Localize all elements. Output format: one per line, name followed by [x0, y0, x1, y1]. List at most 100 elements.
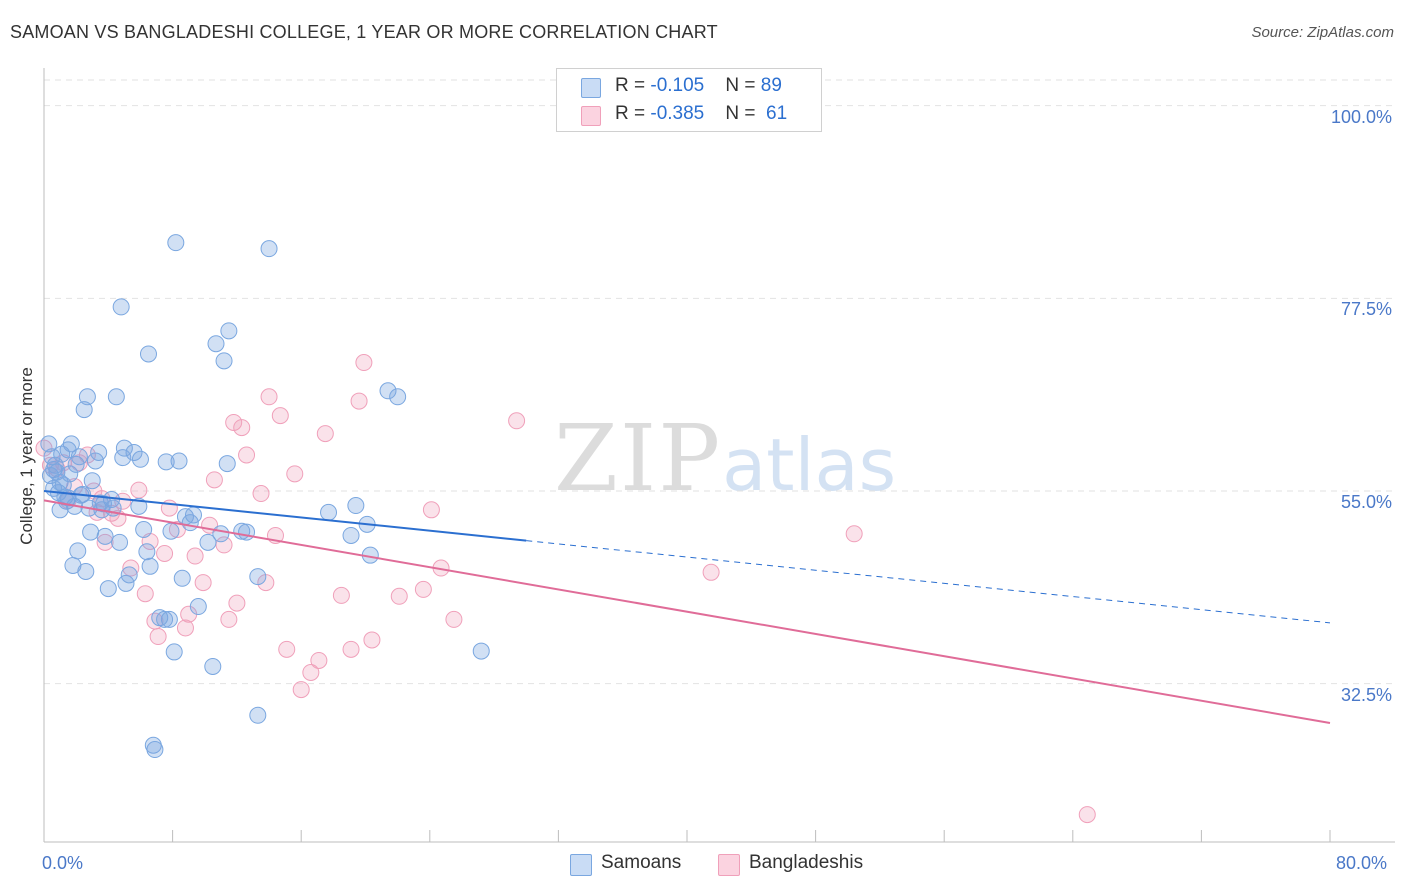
samoan-point	[75, 401, 93, 419]
samoan-point	[111, 533, 129, 551]
bangladeshi-point	[508, 412, 526, 430]
bangladeshi-point	[445, 610, 463, 628]
bangladeshi-point	[350, 392, 368, 410]
samoan-point	[61, 465, 79, 483]
bangladeshi-point	[292, 681, 310, 699]
samoan-point	[342, 526, 360, 544]
grid-lines	[44, 79, 1395, 685]
y-tick-label: 55.0%	[1340, 491, 1392, 512]
samoan-point	[115, 439, 133, 457]
bangladeshi-point	[238, 446, 256, 464]
stats-row-bangladeshis: R = -0.385 N = 61	[557, 101, 821, 129]
bangladeshi-point	[149, 628, 167, 646]
bangladeshi-point	[233, 419, 251, 437]
samoan-point	[139, 345, 157, 363]
samoan-point	[320, 503, 338, 521]
stats-row-samoans: R = -0.105 N = 89	[557, 73, 821, 101]
bangladeshi-points	[35, 354, 1096, 824]
bangladeshi-point	[278, 640, 296, 658]
samoan-point	[220, 322, 238, 340]
samoan-point	[260, 240, 278, 258]
samoan-point	[184, 506, 202, 524]
chart-title: SAMOAN VS BANGLADESHI COLLEGE, 1 YEAR OR…	[10, 22, 718, 42]
bangladeshi-point	[122, 559, 140, 577]
samoan-point	[160, 610, 178, 628]
samoans-swatch	[581, 78, 601, 98]
samoan-point	[389, 388, 407, 406]
samoan-point	[135, 520, 153, 538]
samoan-point	[146, 741, 164, 759]
bangladeshi-point	[271, 407, 289, 425]
bangladeshi-point	[310, 651, 328, 669]
watermark: ZIPatlas	[554, 405, 896, 512]
samoan-point	[112, 298, 130, 316]
bangladeshi-point	[286, 465, 304, 483]
bangladeshi-point	[130, 481, 148, 499]
bangladeshi-point	[136, 585, 154, 603]
samoan-point	[379, 382, 397, 400]
bangladeshi-point	[355, 354, 373, 372]
bangladeshi-point	[252, 485, 270, 503]
bangladeshi-point	[363, 631, 381, 649]
samoan-point	[162, 522, 180, 540]
bangladeshis-swatch	[581, 106, 601, 126]
bangladeshis-n-value: 61	[760, 103, 788, 124]
x-tick-label-min: 0.0%	[42, 853, 84, 873]
samoan-point	[107, 388, 125, 406]
samoans-n-value: 89	[760, 75, 782, 96]
bangladeshi-point	[176, 619, 194, 637]
bangladeshi-point	[186, 547, 204, 565]
bangladeshis-stats: R = -0.385 N = 61	[615, 103, 788, 124]
bangladeshi-point	[414, 580, 432, 598]
legend-bangladeshis-swatch	[718, 854, 740, 876]
samoan-point	[204, 657, 222, 675]
bangladeshi-point	[332, 586, 350, 604]
legend-samoans-swatch	[570, 854, 592, 876]
source-credit: Source: ZipAtlas.com	[1251, 24, 1394, 41]
bangladeshi-point	[702, 563, 720, 581]
x-tick-label-max: 80.0%	[1336, 853, 1388, 873]
samoan-point	[51, 501, 69, 519]
samoan-point	[215, 352, 233, 370]
bangladeshi-point	[205, 471, 223, 489]
legend-bangladeshis-label: Bangladeshis	[749, 852, 864, 873]
samoan-point	[472, 642, 490, 660]
samoan-point	[41, 467, 59, 485]
bangladeshi-point	[1078, 806, 1096, 824]
samoan-point	[157, 453, 175, 471]
samoan-points	[40, 234, 490, 759]
bangladeshi-point	[845, 525, 863, 543]
samoan-point	[82, 523, 100, 541]
bangladeshi-point	[220, 610, 238, 628]
samoan-point	[199, 533, 217, 551]
samoan-point	[77, 562, 95, 580]
samoan-point	[59, 441, 77, 459]
y-tick-label: 77.5%	[1340, 299, 1392, 320]
samoan-point	[130, 497, 148, 515]
bangladeshis-trend-line	[43, 499, 1331, 724]
bangladeshi-point	[260, 388, 278, 406]
samoan-point	[249, 706, 267, 724]
y-tick-label: 32.5%	[1340, 684, 1392, 705]
bangladeshi-point	[156, 544, 174, 562]
samoan-point	[173, 569, 191, 587]
samoan-point	[125, 443, 143, 461]
samoan-point	[131, 450, 149, 468]
samoan-point	[249, 568, 267, 586]
bangladeshi-point	[422, 501, 440, 519]
samoans-trend-line	[43, 489, 527, 542]
legend-samoans-label: Samoans	[601, 852, 682, 873]
watermark-atlas: atlas	[722, 423, 897, 507]
samoan-point	[167, 234, 185, 252]
samoan-point	[99, 580, 117, 598]
samoan-point	[117, 574, 135, 592]
samoans-stats: R = -0.105 N = 89	[615, 75, 782, 96]
samoan-point	[138, 543, 156, 561]
samoan-point	[212, 525, 230, 543]
samoan-point	[78, 388, 96, 406]
samoan-point	[207, 335, 225, 353]
samoan-point	[189, 598, 207, 616]
bangladeshi-point	[96, 533, 114, 551]
y-axis-label: College, 1 year or more	[17, 367, 36, 545]
